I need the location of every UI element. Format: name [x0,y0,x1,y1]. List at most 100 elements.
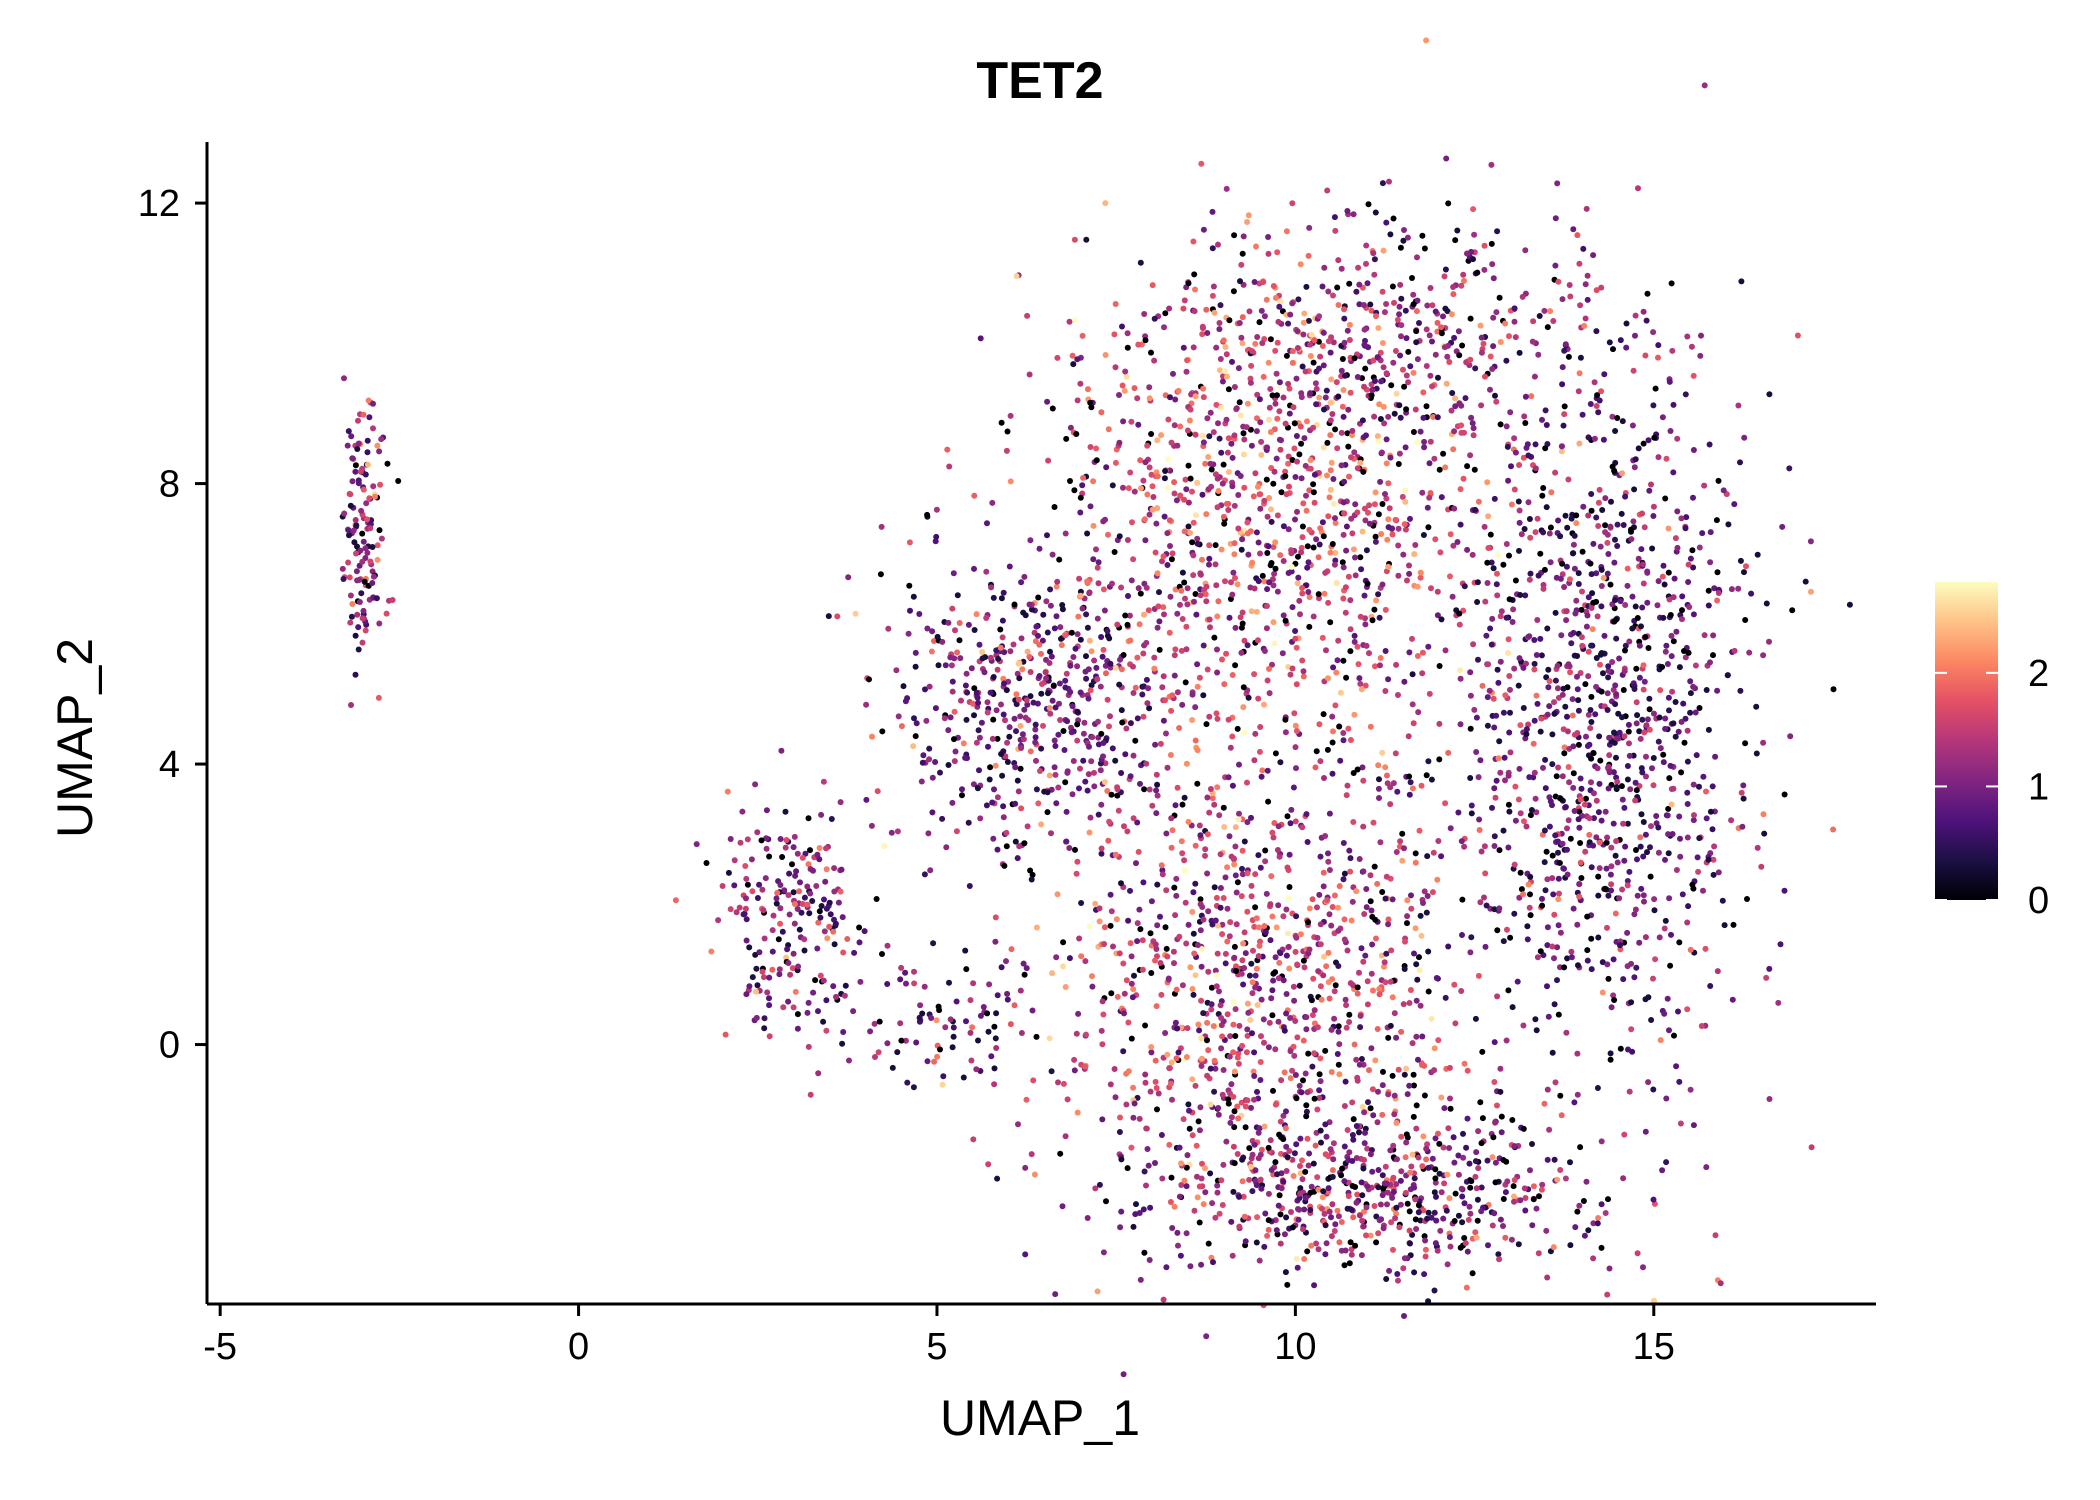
cell-point [1187,964,1194,971]
cell-point [1023,1096,1030,1103]
cell-point [1137,780,1143,787]
cell-point [1567,1242,1574,1249]
cell-point [1087,444,1094,450]
cell-point [1327,1146,1334,1153]
cell-point [1434,1247,1441,1254]
cell-point [364,461,371,468]
cell-point [1234,879,1241,886]
cell-point [1219,480,1226,487]
cell-point [1424,1215,1431,1222]
cell-point [1597,651,1604,658]
cell-point [1366,1067,1372,1074]
cell-point [1288,550,1295,557]
cell-point [1128,1035,1135,1042]
cell-point [1377,478,1384,485]
cell-point [1057,717,1064,723]
cell-point [994,735,1001,742]
cell-point [1674,508,1681,515]
cell-point [1154,781,1161,788]
cell-point [1253,428,1260,435]
cell-point [1489,1154,1496,1161]
cell-point [1491,785,1498,792]
cell-point [1196,674,1203,681]
cell-point [1356,856,1363,862]
cell-point [1670,638,1677,645]
cell-point [1248,882,1255,889]
cell-point [356,599,363,605]
cell-point [1432,1175,1439,1182]
cell-point [1172,646,1179,653]
cell-point [1219,1091,1226,1098]
cell-point [1636,728,1643,735]
cell-point [1004,759,1011,765]
cell-point [1236,1193,1242,1200]
cell-point [926,683,933,690]
cell-point [1286,851,1293,858]
cell-point [1622,647,1628,654]
cell-point [1206,555,1213,562]
cell-point [1225,716,1232,723]
cell-point [1418,782,1425,789]
cell-point [1488,161,1495,168]
cell-point [1317,758,1324,765]
cell-point [1390,1188,1397,1195]
cell-point [1567,293,1574,300]
cell-point [1491,906,1498,913]
cell-point [1631,974,1638,981]
cell-point [1526,516,1533,522]
cell-point [1410,1071,1417,1078]
cell-point [934,1053,941,1060]
cell-point [1650,1086,1657,1093]
cell-point [1676,1078,1683,1085]
cell-point [1474,579,1481,586]
cell-point [1741,569,1747,576]
cell-point [1350,1136,1357,1143]
cell-point [1754,551,1761,558]
cell-point [1032,739,1039,746]
cell-point [1380,1225,1387,1232]
cell-point [1360,1165,1367,1172]
cell-point [820,1018,827,1025]
cell-point [1098,850,1105,857]
cell-point [1264,1232,1271,1239]
cell-point [1319,343,1326,349]
cell-point [1198,1261,1205,1268]
cell-point [715,917,722,924]
cell-point [785,960,792,966]
cell-point [1173,875,1180,882]
cell-point [1321,775,1327,781]
cell-point [1478,349,1485,356]
cell-point [814,945,821,952]
cell-point [1143,1182,1149,1189]
cell-point [1666,895,1673,902]
cell-point [347,619,354,626]
cell-point [1300,1077,1306,1084]
cell-point [1305,252,1312,259]
cell-point [1032,721,1039,728]
cell-point [1288,806,1295,813]
cell-point [1168,1174,1175,1181]
cell-point [1668,632,1675,639]
cell-point [1561,744,1568,751]
cell-point [1133,1201,1139,1208]
cell-point [1321,1210,1328,1217]
cell-point [725,869,732,876]
cell-point [737,839,744,846]
cell-point [1550,891,1557,898]
cell-point [1236,399,1243,406]
cell-point [1643,773,1649,780]
cell-point [1634,856,1640,863]
cell-point [998,419,1005,426]
cell-point [355,646,362,653]
cell-point [1073,1030,1080,1037]
cell-point [1129,994,1136,1001]
cell-point [1381,963,1387,970]
cell-point [1258,452,1265,458]
cell-point [1185,1101,1192,1108]
cell-point [363,500,370,507]
cell-point [1359,1192,1366,1199]
cell-point [1193,1142,1200,1149]
cell-point [1258,1146,1265,1153]
cell-point [1341,510,1347,517]
cell-point [1735,402,1742,409]
